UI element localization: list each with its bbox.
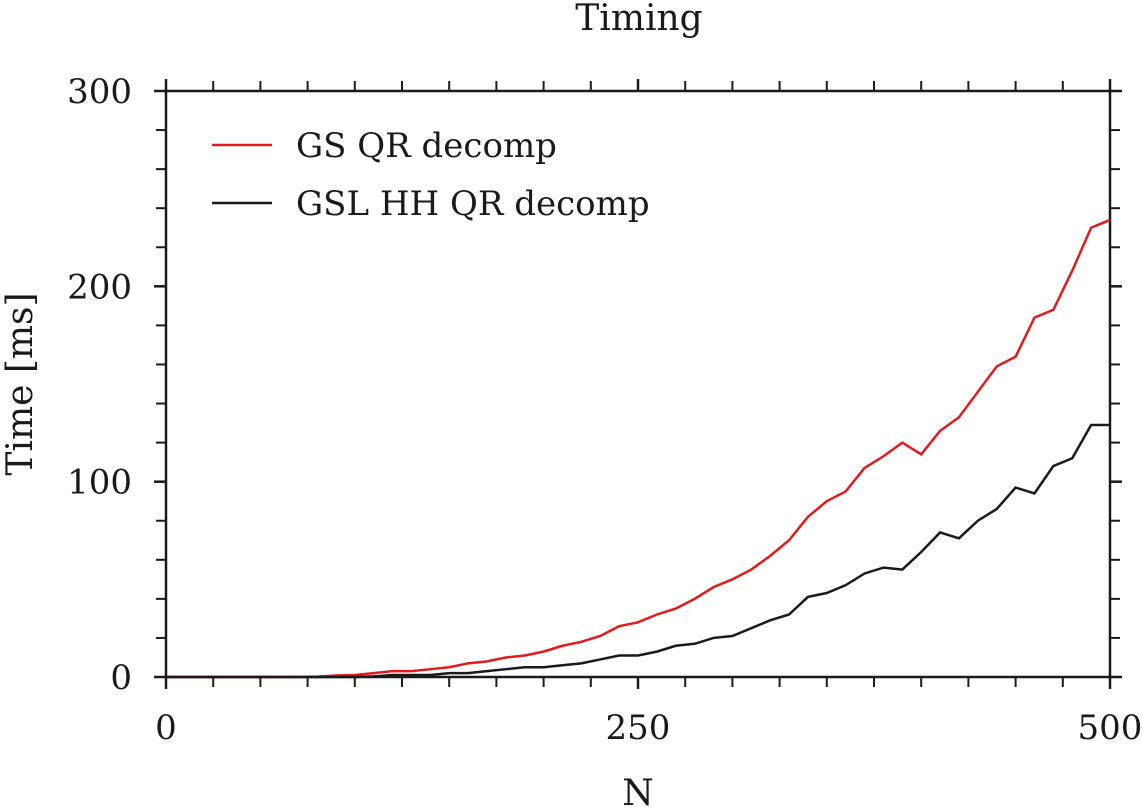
series-line-gs-qr	[166, 218, 1111, 679]
y-tick-label: 200	[67, 267, 132, 307]
series-line-gsl-hh-qr	[166, 423, 1110, 679]
y-tick-label: 100	[67, 463, 132, 503]
x-tick-label: 500	[1078, 708, 1142, 748]
legend-label-gs: GS QR decomp	[296, 126, 557, 166]
x-tick-label: 0	[155, 708, 177, 748]
x-axis-label: N	[622, 773, 654, 811]
y-tick-label: 300	[67, 72, 132, 112]
legend-label-gsl: GSL HH QR decomp	[296, 184, 650, 224]
x-tick-label: 250	[606, 708, 671, 748]
y-tick-label: 0	[110, 658, 132, 698]
y-axis-label: Time [ms]	[0, 292, 41, 475]
x-tick-labels: 0 250 500	[155, 708, 1142, 748]
legend: GS QR decomp GSL HH QR decomp	[212, 126, 650, 224]
minor-ticks	[156, 81, 1120, 687]
y-tick-labels: 0 100 200 300	[67, 72, 132, 698]
series-layer	[166, 218, 1111, 679]
major-ticks	[154, 79, 1122, 689]
chart-title: Timing	[575, 0, 702, 39]
plot-frame	[164, 89, 1112, 679]
